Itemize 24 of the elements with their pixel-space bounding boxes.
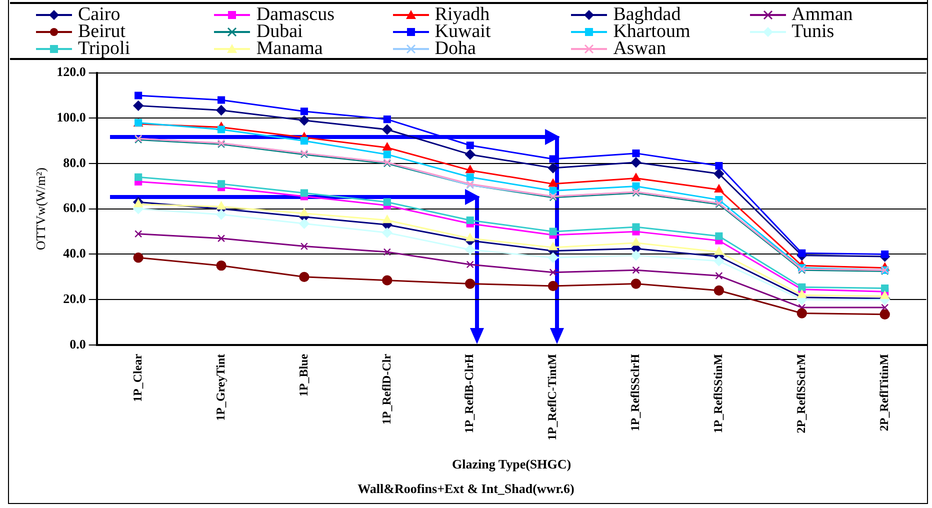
x-tick-label: 2P_ReflTitinM — [876, 354, 891, 432]
x-tick-label: 1P_GreyTint — [213, 354, 228, 421]
text: Wall&Roofins+Ext & Int_Shad(wwr.6) — [356, 481, 576, 497]
legend-label: Doha — [434, 38, 476, 59]
y-tick-label: 60.0 — [63, 200, 86, 216]
x-tick-label: 1P_ReflC-TintM — [545, 354, 560, 440]
y-tick-label: 0.0 — [70, 336, 86, 352]
x-tick-label: 1P_ReflSSclrH — [628, 353, 642, 432]
x-tick-label: 2P_ReflSSclrM — [794, 354, 808, 434]
x-tick-label: 1P_Blue — [296, 353, 310, 397]
x-axis-title: Glazing Type(SHGC) — [452, 456, 572, 472]
x-tick-label: 1P_ReflD-Clr — [379, 353, 394, 425]
legend-label: Baghdad — [613, 4, 681, 25]
y-tick-label: 100.0 — [56, 110, 86, 125]
legend-label: Riyadh — [434, 4, 490, 25]
x-tick-label: 1P_Clear — [130, 353, 144, 402]
y-tick-label: 120.0 — [56, 64, 86, 80]
y-tick-label: 20.0 — [63, 290, 86, 306]
legend-label: Aswan — [613, 38, 666, 59]
x-tick-label: 1P_ReflSStinM — [711, 354, 726, 434]
y-axis-title: OTTVw(W/m²) — [33, 168, 48, 250]
x-tick-label: 1P_ReflB-ClrH — [462, 353, 476, 434]
y-tick-label: 80.0 — [63, 154, 86, 170]
y-tick-label: 40.0 — [63, 246, 86, 261]
